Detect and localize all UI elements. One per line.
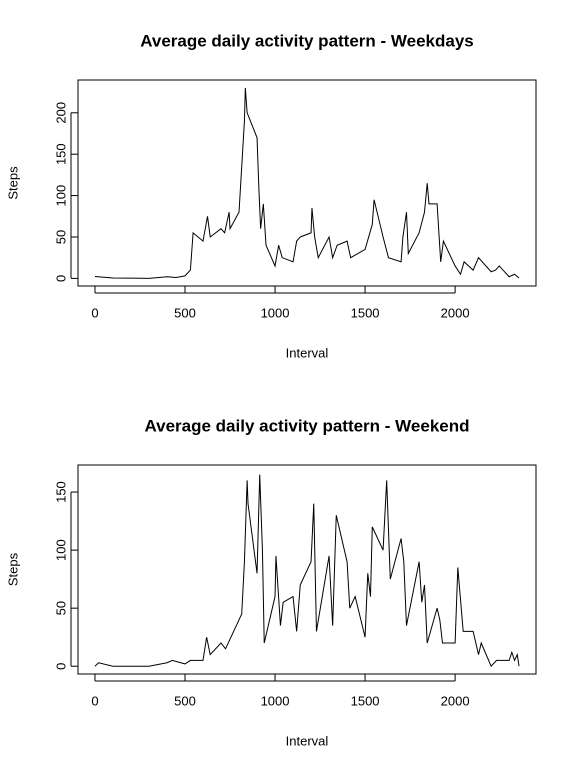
x-tick-label: 1000 [261, 693, 290, 708]
plot-box [77, 464, 537, 675]
x-axis-label: Interval [286, 345, 329, 360]
y-tick-label: 200 [53, 102, 68, 124]
x-tick-label: 500 [174, 693, 196, 708]
y-axis-label: Steps [5, 166, 20, 200]
data-line [94, 474, 520, 668]
y-axis-label: Steps [5, 552, 20, 586]
x-tick-label: 0 [91, 693, 98, 708]
x-tick-label: 1500 [351, 693, 380, 708]
y-tick-label: 0 [53, 275, 68, 282]
x-tick-label: 2000 [441, 305, 470, 320]
y-tick-label: 50 [53, 230, 68, 244]
y-tick-label: 50 [53, 601, 68, 615]
y-tick-label: 150 [53, 143, 68, 165]
data-line [94, 87, 520, 279]
y-tick-label: 150 [53, 481, 68, 503]
plot-box [77, 79, 537, 287]
x-tick-label: 0 [91, 305, 98, 320]
chart-title: Average daily activity pattern - Weekday… [140, 31, 474, 50]
y-tick-label: 0 [53, 663, 68, 670]
y-tick-label: 100 [53, 185, 68, 207]
chart-title: Average daily activity pattern - Weekend [144, 416, 469, 435]
y-tick-label: 100 [53, 539, 68, 561]
x-tick-label: 2000 [441, 693, 470, 708]
x-axis-label: Interval [286, 733, 329, 748]
x-tick-label: 500 [174, 305, 196, 320]
x-tick-label: 1000 [261, 305, 290, 320]
x-tick-label: 1500 [351, 305, 380, 320]
